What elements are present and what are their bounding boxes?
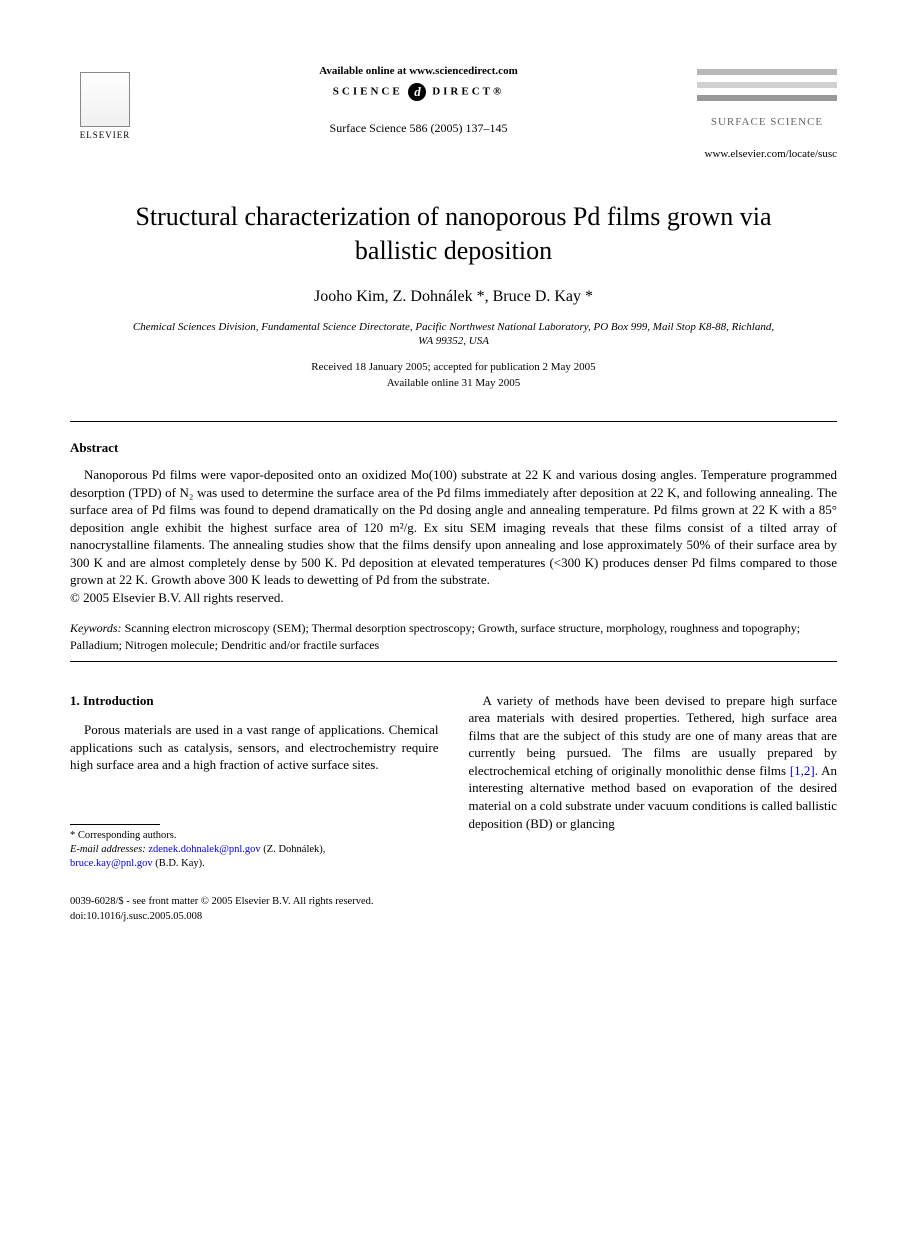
intro-para-1: Porous materials are used in a vast rang…	[70, 721, 439, 774]
body-columns: 1. Introduction Porous materials are use…	[70, 692, 837, 872]
header-row: ELSEVIER Available online at www.science…	[70, 60, 837, 140]
footnote-separator	[70, 824, 160, 825]
journal-cover-bars-icon	[697, 60, 837, 110]
available-online-text: Available online at www.sciencedirect.co…	[140, 65, 697, 77]
elsevier-logo: ELSEVIER	[70, 60, 140, 140]
abstract-text: Nanoporous Pd films were vapor-deposited…	[70, 466, 837, 606]
locate-url[interactable]: www.elsevier.com/locate/susc	[70, 148, 837, 160]
sd-right: DIRECT®	[432, 86, 504, 98]
issn-line: 0039-6028/$ - see front matter © 2005 El…	[70, 895, 837, 909]
keywords-text: Scanning electron microscopy (SEM); Ther…	[70, 621, 800, 651]
authors: Jooho Kim, Z. Dohnálek *, Bruce D. Kay *	[70, 288, 837, 306]
sd-left: SCIENCE	[333, 86, 403, 98]
dates-online: Available online 31 May 2005	[387, 377, 521, 389]
elsevier-tree-icon	[80, 72, 130, 127]
front-matter-footer: 0039-6028/$ - see front matter © 2005 El…	[70, 895, 837, 923]
abstract-copyright: © 2005 Elsevier B.V. All rights reserved…	[70, 590, 284, 605]
sciencedirect-logo: SCIENCE d DIRECT®	[140, 83, 697, 101]
ref-link-1-2[interactable]: [1,2]	[790, 763, 815, 778]
rule-below-keywords	[70, 661, 837, 662]
header-center: Available online at www.sciencedirect.co…	[140, 60, 697, 136]
email-2[interactable]: bruce.kay@pnl.gov	[70, 858, 153, 869]
email-2-line: bruce.kay@pnl.gov (B.D. Kay).	[70, 857, 439, 871]
keywords-label: Keywords:	[70, 621, 122, 635]
article-title: Structural characterization of nanoporou…	[110, 200, 797, 268]
intro-para-2: A variety of methods have been devised t…	[469, 692, 838, 832]
footnotes: * Corresponding authors. E-mail addresse…	[70, 829, 439, 872]
journal-name: SURFACE SCIENCE	[697, 116, 837, 128]
email-2-name: (B.D. Kay).	[155, 858, 205, 869]
email-1-name: (Z. Dohnálek),	[263, 844, 325, 855]
sd-at-icon: d	[408, 83, 426, 101]
email-addresses-line: E-mail addresses: zdenek.dohnalek@pnl.go…	[70, 843, 439, 857]
intro-col2-a: A variety of methods have been devised t…	[469, 693, 838, 778]
email-1[interactable]: zdenek.dohnalek@pnl.gov	[148, 844, 260, 855]
intro-heading: 1. Introduction	[70, 692, 439, 710]
abstract-body: Nanoporous Pd films were vapor-deposited…	[70, 467, 837, 587]
affiliation: Chemical Sciences Division, Fundamental …	[130, 320, 777, 349]
email-label: E-mail addresses:	[70, 844, 146, 855]
doi-line: doi:10.1016/j.susc.2005.05.008	[70, 910, 837, 924]
journal-cover-box: SURFACE SCIENCE	[697, 60, 837, 128]
abstract-heading: Abstract	[70, 440, 837, 456]
column-right: A variety of methods have been devised t…	[469, 692, 838, 872]
article-dates: Received 18 January 2005; accepted for p…	[70, 360, 837, 391]
dates-received: Received 18 January 2005; accepted for p…	[311, 361, 595, 373]
keywords-block: Keywords: Scanning electron microscopy (…	[70, 620, 837, 652]
journal-reference: Surface Science 586 (2005) 137–145	[140, 121, 697, 136]
corresponding-authors: * Corresponding authors.	[70, 829, 439, 843]
publisher-name: ELSEVIER	[80, 130, 131, 140]
column-left: 1. Introduction Porous materials are use…	[70, 692, 439, 872]
